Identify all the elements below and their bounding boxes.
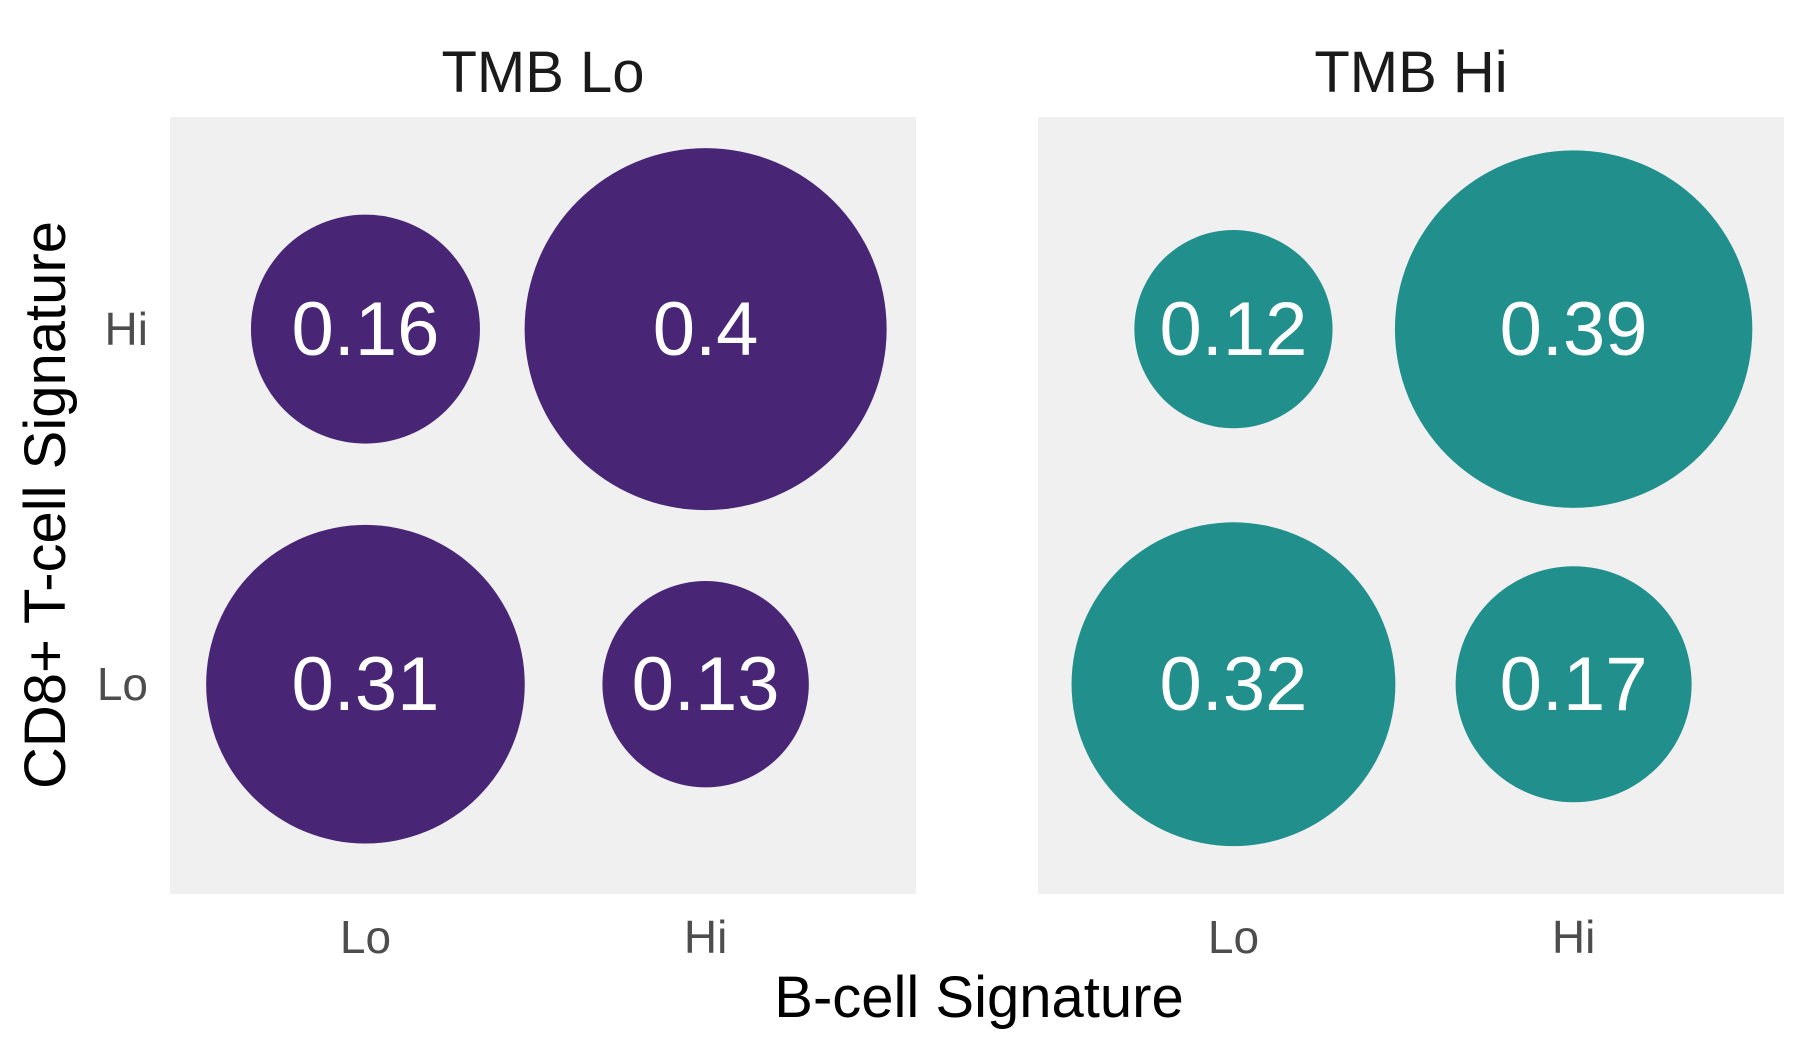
x-tick-label: Hi: [684, 911, 727, 963]
bubble-value-label: 0.12: [1159, 287, 1307, 372]
bubble: [1455, 566, 1692, 803]
bubble-value-label: 0.17: [1500, 642, 1648, 727]
bubble-value-label: 0.31: [291, 642, 439, 727]
bubble-value-label: 0.4: [653, 287, 759, 372]
x-tick-label: Hi: [1552, 911, 1595, 963]
bubble-value-label: 0.13: [632, 642, 780, 727]
x-tick-label: Lo: [340, 911, 391, 963]
bubble: [524, 148, 887, 511]
panel-title: TMB Lo: [441, 40, 644, 105]
y-tick-label: Hi: [105, 303, 148, 355]
bubble: [1071, 522, 1396, 847]
x-axis-title: B-cell Signature: [774, 965, 1183, 1030]
y-tick-label: Lo: [97, 658, 148, 710]
bubble: [1134, 230, 1333, 429]
x-tick-label: Lo: [1208, 911, 1259, 963]
bubble: [206, 524, 525, 844]
panels-layer: TMB Lo Lo Hi Lo Hi 0.16 0.4 0.31 0.13 TMB Hi Lo Hi 0…: [97, 40, 1784, 963]
bubble-value-label: 0.32: [1159, 642, 1307, 727]
bubble: [602, 581, 809, 788]
bubble-value-label: 0.39: [1500, 287, 1648, 372]
panel-1: TMB Lo Lo Hi Lo Hi 0.16 0.4 0.31 0.13: [97, 40, 916, 963]
bubble-value-label: 0.16: [291, 287, 439, 372]
bubble: [250, 214, 480, 444]
panel-2: TMB Hi Lo Hi 0.12 0.39 0.32 0.17: [1038, 40, 1784, 963]
panel-title: TMB Hi: [1314, 40, 1507, 105]
y-axis-title: CD8+ T-cell Signature: [13, 221, 78, 789]
bubble: [1394, 150, 1753, 508]
